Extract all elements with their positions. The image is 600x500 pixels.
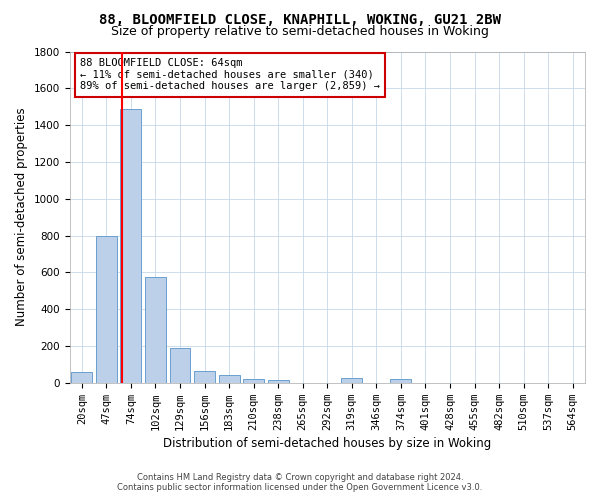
Bar xyxy=(218,374,239,383)
Bar xyxy=(96,236,117,383)
Bar xyxy=(391,379,412,383)
Text: 88 BLOOMFIELD CLOSE: 64sqm
← 11% of semi-detached houses are smaller (340)
89% o: 88 BLOOMFIELD CLOSE: 64sqm ← 11% of semi… xyxy=(80,58,380,92)
Y-axis label: Number of semi-detached properties: Number of semi-detached properties xyxy=(15,108,28,326)
Text: Contains HM Land Registry data © Crown copyright and database right 2024.
Contai: Contains HM Land Registry data © Crown c… xyxy=(118,473,482,492)
Bar xyxy=(243,379,264,383)
Text: Size of property relative to semi-detached houses in Woking: Size of property relative to semi-detach… xyxy=(111,25,489,38)
Bar xyxy=(121,108,142,383)
X-axis label: Distribution of semi-detached houses by size in Woking: Distribution of semi-detached houses by … xyxy=(163,437,491,450)
Bar xyxy=(194,371,215,383)
Bar xyxy=(145,277,166,383)
Text: 88, BLOOMFIELD CLOSE, KNAPHILL, WOKING, GU21 2BW: 88, BLOOMFIELD CLOSE, KNAPHILL, WOKING, … xyxy=(99,12,501,26)
Bar xyxy=(170,348,190,383)
Bar xyxy=(268,380,289,383)
Bar xyxy=(71,372,92,383)
Bar xyxy=(341,378,362,383)
